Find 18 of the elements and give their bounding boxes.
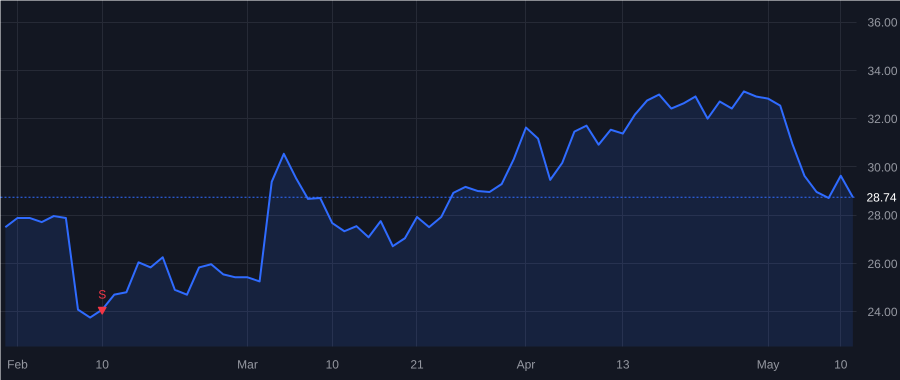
x-tick-label: 10	[834, 358, 848, 372]
annotation: S	[98, 288, 106, 302]
y-tick-label: 32.00	[868, 112, 898, 126]
y-tick-label: 26.00	[868, 256, 898, 271]
x-tick-label: Apr	[516, 358, 536, 372]
x-tick-label: May	[756, 358, 780, 372]
y-tick-label: 34.00	[868, 64, 898, 78]
x-tick-label: 21	[410, 358, 424, 372]
x-tick-label: Mar	[237, 358, 258, 372]
ref-line-label: 28.74	[866, 190, 897, 205]
y-tick-label: 36.00	[868, 16, 898, 30]
y-tick-label: 30.00	[868, 160, 898, 174]
x-tick-label: 13	[616, 358, 630, 372]
x-tick-label: 10	[96, 358, 110, 372]
y-tick-label: 24.00	[868, 305, 898, 320]
y-tick-label: 28.00	[868, 208, 898, 223]
x-tick-label: 10	[326, 358, 340, 372]
x-tick-label: Feb	[7, 358, 28, 372]
